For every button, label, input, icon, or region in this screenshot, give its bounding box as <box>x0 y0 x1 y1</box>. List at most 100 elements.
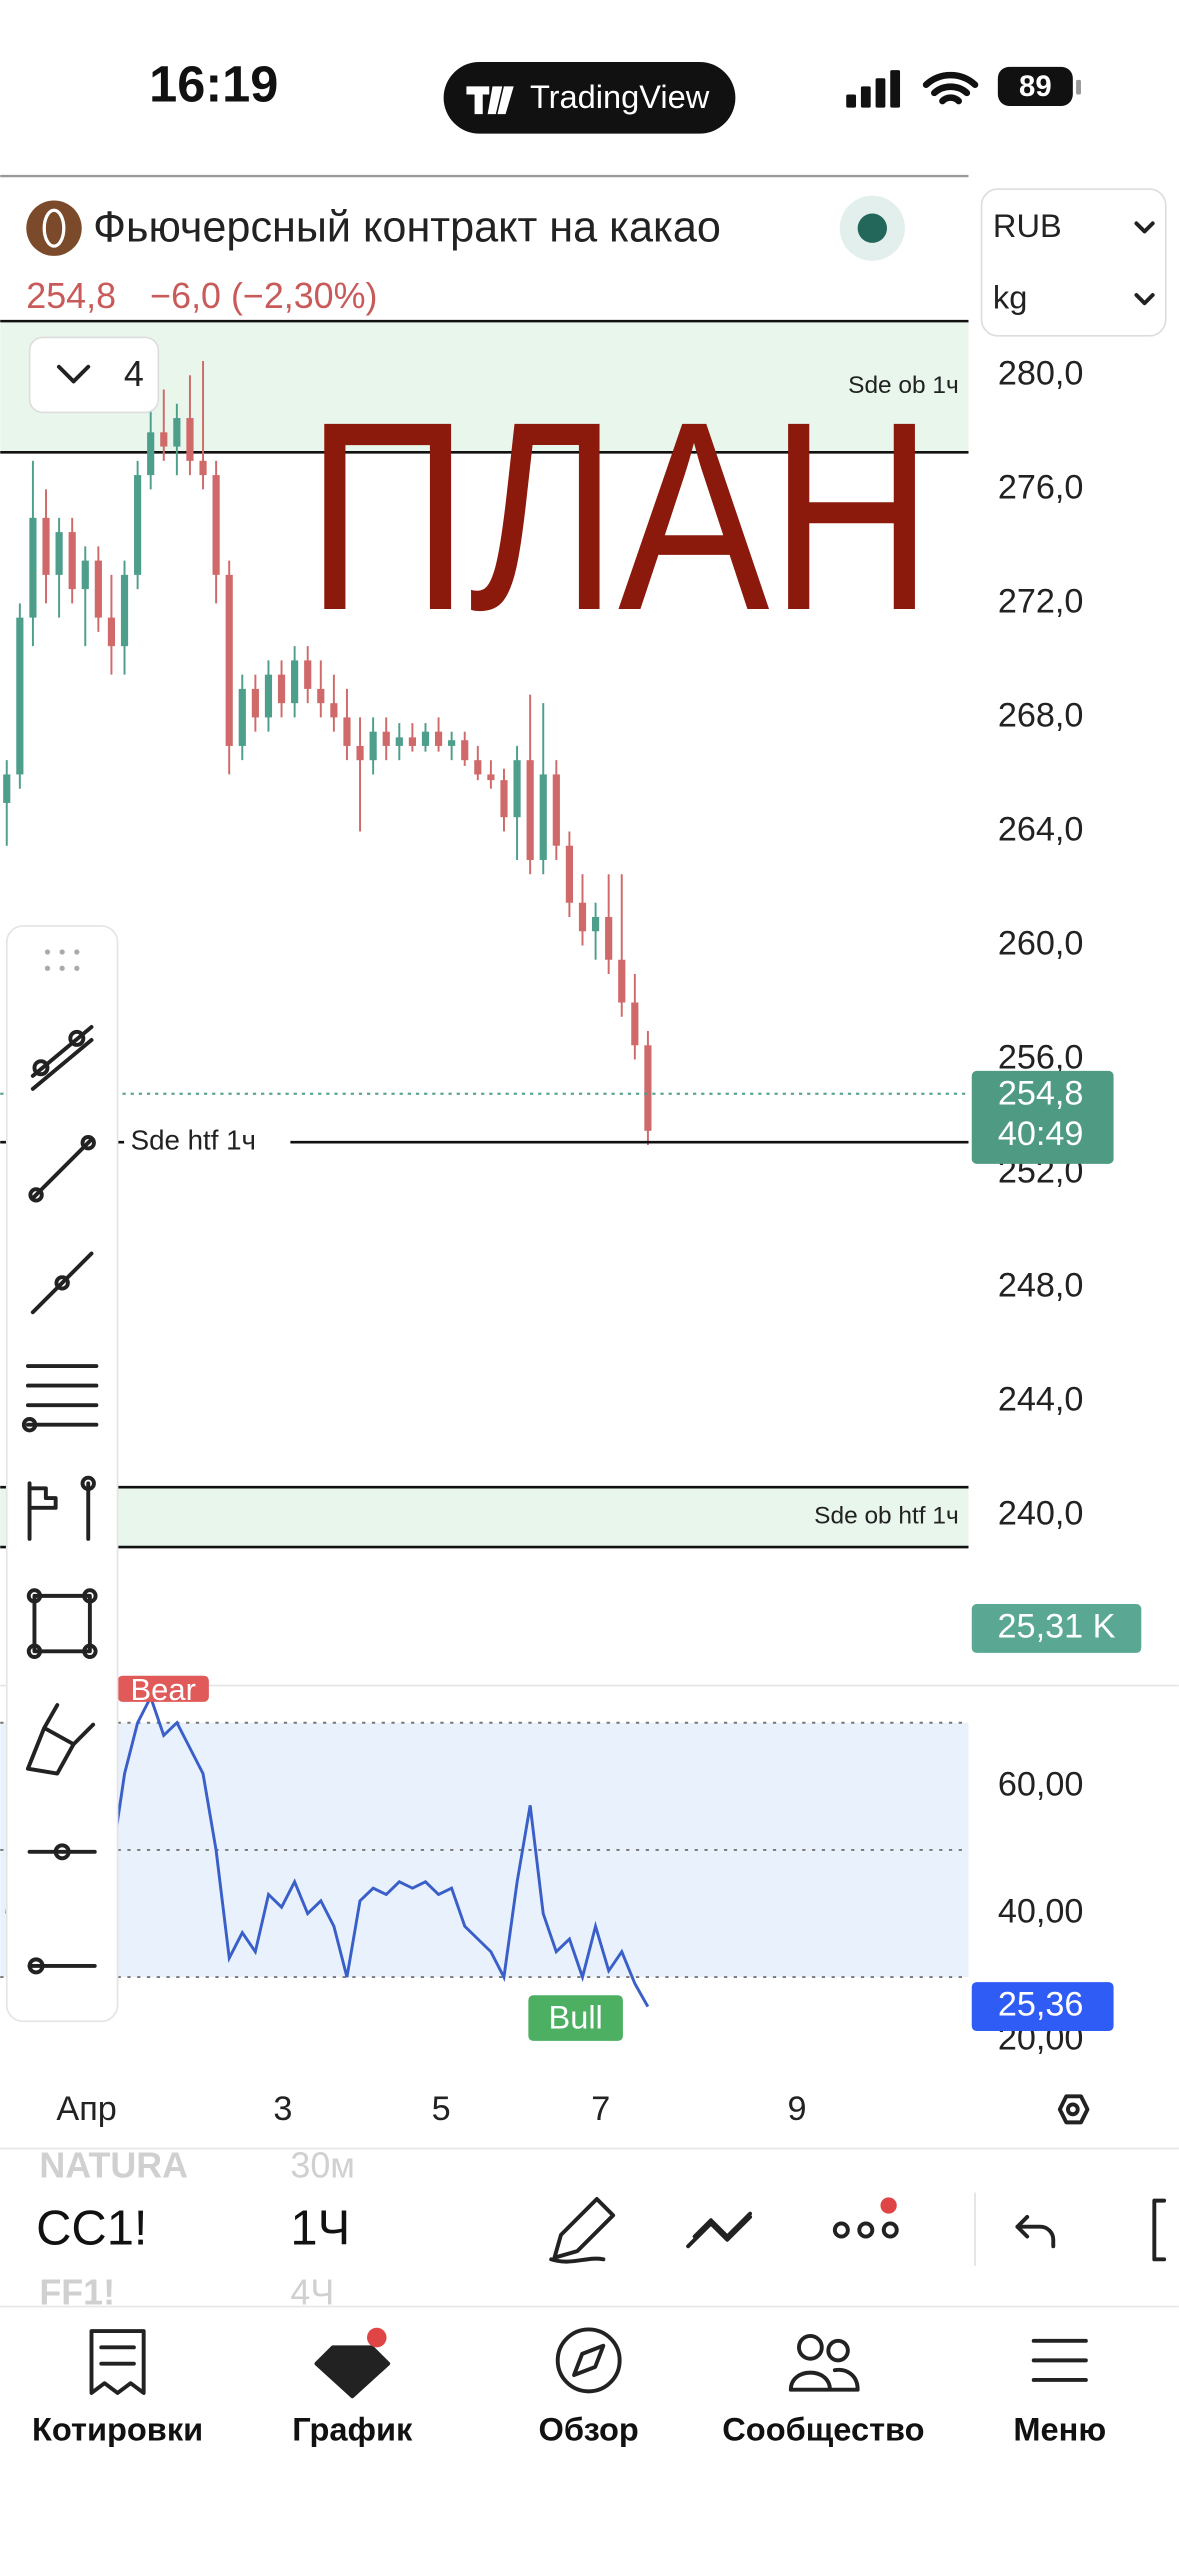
market-status-dot <box>857 213 887 243</box>
wifi <box>922 71 979 105</box>
zone <box>0 321 969 453</box>
candle-body <box>461 740 469 761</box>
y-tick-label: 268,0 <box>998 696 1084 734</box>
volume-label: 25,31 K <box>998 1608 1116 1646</box>
chevron <box>56 364 91 384</box>
candle-body <box>304 660 312 689</box>
candle-body <box>120 574 129 647</box>
level-label-bg <box>124 1124 291 1161</box>
bull-label: Bull <box>548 1998 602 2035</box>
app-pill <box>443 61 736 134</box>
tab-label[interactable]: Обзор <box>539 2411 639 2448</box>
x-tick-label: 3 <box>273 2090 292 2128</box>
candle-body <box>147 432 155 476</box>
rsi-band <box>0 1722 969 1978</box>
last-price-label: 254,8 <box>998 1074 1084 1112</box>
symbol-prev: NATURA <box>39 2146 188 2186</box>
rsi-tick-label: 40,00 <box>998 1893 1084 1931</box>
candle-body <box>526 760 534 860</box>
candle-body <box>565 845 573 903</box>
rsi-tag <box>971 1982 1114 2032</box>
candle-body <box>264 674 273 718</box>
candle-body <box>160 432 168 447</box>
y-tick-label: 248,0 <box>998 1267 1084 1305</box>
y-tick-label: 272,0 <box>998 582 1084 620</box>
tool-icons[interactable] <box>21 1025 99 1975</box>
bear-tag <box>117 1675 209 1702</box>
interval-current[interactable]: 1Ч <box>290 2202 350 2256</box>
candle-body <box>42 517 50 575</box>
candle-body <box>225 574 233 746</box>
plot: Sde ob 1ч Sde ob htf 1ч ПЛАН Sde htf 1ч 280,… <box>0 319 1179 2128</box>
countdown: 40:49 <box>998 1115 1084 1153</box>
candle-body <box>251 688 259 718</box>
candle-body <box>631 1002 639 1046</box>
y-tick-label: 256,0 <box>998 1039 1084 1077</box>
unit-selector[interactable] <box>980 188 1167 337</box>
chevrons <box>1134 221 1155 306</box>
settings[interactable] <box>1057 2094 1090 2125</box>
candle-body <box>539 774 547 860</box>
candle-body <box>238 688 246 746</box>
tv-logo <box>466 86 514 115</box>
currency: RUB <box>993 207 1062 244</box>
candle-body <box>330 703 338 718</box>
y-tick-label: 244,0 <box>998 1381 1084 1419</box>
candle-body <box>29 517 37 618</box>
battery-level: 89 <box>1019 70 1052 103</box>
candle-body <box>277 674 286 704</box>
candle-body <box>578 902 587 932</box>
tab-label[interactable]: Котировки <box>32 2411 203 2448</box>
clock: 16:19 <box>149 55 278 112</box>
candle-body <box>343 717 351 746</box>
candle-body <box>644 1045 652 1131</box>
candle-body <box>552 774 560 846</box>
rsi-last-label: 25,36 <box>998 1986 1084 2024</box>
tab-label[interactable]: График <box>292 2411 413 2448</box>
candle-body <box>618 959 626 1003</box>
handwritten-note: ПЛАН <box>306 366 934 666</box>
signal <box>846 70 901 108</box>
candle-body <box>68 532 76 590</box>
x-tick-label: 5 <box>432 2090 451 2128</box>
indicator-toggle[interactable] <box>28 336 160 414</box>
badge <box>880 2197 897 2214</box>
tab-label[interactable]: Сообщество <box>722 2411 924 2448</box>
candle-body <box>591 916 600 932</box>
candle-body <box>356 745 364 761</box>
candle-body <box>134 475 142 575</box>
interval-prev: 30м <box>290 2146 355 2186</box>
y-tick-label: 240,0 <box>998 1495 1084 1533</box>
symbol-current[interactable]: CC1! <box>36 2202 147 2256</box>
tab-icons[interactable] <box>89 2327 1088 2399</box>
candle-body <box>186 418 194 461</box>
candle-body <box>474 760 482 775</box>
settings-center <box>1065 2102 1080 2117</box>
app-name: TradingView <box>530 78 710 115</box>
y-tick-label: 264,0 <box>998 811 1084 849</box>
last-price-tag <box>971 1070 1114 1164</box>
volume-tag <box>971 1604 1142 1653</box>
battery <box>997 66 1073 106</box>
candle-body <box>421 731 430 746</box>
candle-body <box>81 560 89 590</box>
candle-body <box>16 617 24 775</box>
bear-label: Bear <box>131 1672 196 1707</box>
y-tick-label: 276,0 <box>998 468 1084 506</box>
candle-body <box>3 774 11 803</box>
symbol-icon-bean <box>42 208 66 248</box>
candle-body <box>199 460 207 476</box>
x-tick-label: 9 <box>788 2090 807 2128</box>
badge <box>366 2327 387 2348</box>
candle-body <box>408 737 416 746</box>
chart-actions[interactable] <box>549 2197 1167 2264</box>
zone-label: Sde ob 1ч <box>848 372 959 399</box>
candle-body <box>107 617 116 647</box>
tab-label[interactable]: Меню <box>1013 2411 1106 2448</box>
zone-label: Sde ob htf 1ч <box>814 1503 959 1530</box>
candle-body <box>55 532 63 575</box>
candle-body <box>605 916 613 960</box>
unit: kg <box>993 279 1027 316</box>
